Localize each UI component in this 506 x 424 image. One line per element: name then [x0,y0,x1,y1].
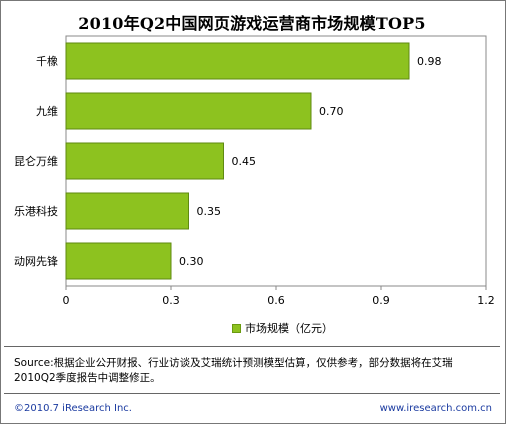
website-link[interactable]: www.iresearch.com.cn [379,403,492,414]
category-label: 昆仑万维 [14,154,58,168]
x-tick-label: 0.9 [372,294,390,307]
x-tick-label: 0 [63,294,70,307]
category-label: 乐港科技 [14,204,58,218]
x-tick-label: 0.3 [162,294,180,307]
source-note: Source:根据企业公开财报、行业访谈及艾瑞统计预测模型估算，仅供参考，部分数… [14,357,453,384]
legend-label: 市场规模（亿元） [245,322,333,335]
chart-title: 2010年Q2中国网页游戏运营商市场规模TOP5 [78,14,426,33]
x-tick-label: 1.2 [477,294,495,307]
legend-swatch [232,323,241,333]
bar [65,92,312,130]
category-label: 千橡 [36,55,58,68]
chart-legend: 市场规模（亿元） [232,320,333,336]
value-label: 0.35 [197,205,222,218]
x-tick-label: 0.6 [267,294,285,307]
value-label: 0.45 [232,155,257,168]
category-label: 九维 [36,105,58,118]
bar-chart: 千橡 0.98 九维 0.70 昆仑万维 0.45 乐港科技 0.35 动网先锋 0.30 0 0.3… [14,35,495,307]
bar [65,142,224,180]
value-label: 0.30 [179,255,204,268]
bar [65,242,172,280]
source-divider [4,346,500,347]
category-label: 动网先锋 [14,255,58,268]
copyright-text: ©2010.7 iResearch Inc. [14,403,132,414]
bar [65,42,410,80]
value-label: 0.70 [319,105,344,118]
value-label: 0.98 [417,55,442,68]
footer-divider [4,393,500,394]
bar [65,192,189,230]
